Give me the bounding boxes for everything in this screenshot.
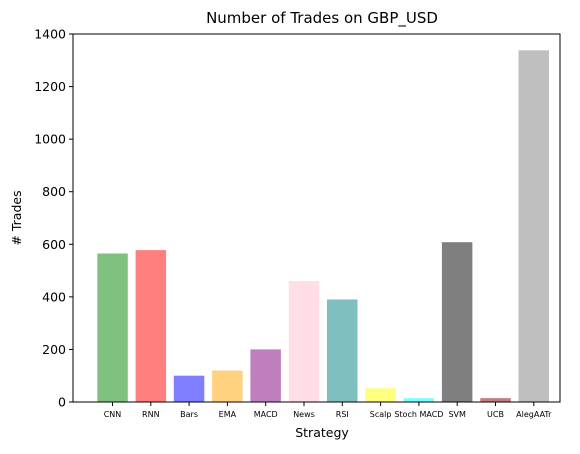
bar-macd — [250, 349, 281, 402]
x-tick-label: News — [293, 410, 315, 419]
bar-news — [288, 281, 320, 402]
bar-cnn — [97, 253, 128, 402]
y-tick-label: 1400 — [34, 27, 66, 42]
x-tick-label: Scalp — [370, 410, 392, 419]
x-tick-label: SVM — [448, 410, 466, 419]
y-axis-label: # Trades — [9, 190, 24, 245]
y-tick-label: 0 — [58, 395, 66, 410]
bar-stoch-macd — [403, 398, 435, 402]
x-tick-label: AlegAATr — [516, 410, 552, 419]
bar-ucb — [480, 398, 511, 402]
bars-group — [97, 50, 549, 403]
bar-svm — [441, 242, 473, 402]
bar-bars — [173, 375, 205, 402]
y-tick-label: 800 — [42, 184, 66, 199]
bar-rnn — [135, 250, 167, 402]
x-tick-label: RNN — [142, 410, 160, 419]
chart-title: Number of Trades on GBP_USD — [206, 9, 438, 28]
x-tick-label: RSI — [336, 410, 349, 419]
x-tick-label: MACD — [254, 410, 278, 419]
bar-rsi — [327, 299, 358, 402]
x-axis-ticks: CNN RNN Bars EMA MACD News RSI Scalp Stoch MACD S… — [104, 402, 552, 419]
y-tick-label: 600 — [42, 237, 66, 252]
x-tick-label: CNN — [104, 410, 122, 419]
x-tick-label: EMA — [219, 410, 237, 419]
y-tick-label: 1200 — [34, 79, 66, 94]
x-axis-label: Strategy — [295, 425, 349, 440]
x-tick-label: Bars — [180, 410, 198, 419]
plot-frame — [72, 33, 561, 403]
bar-ema — [212, 370, 243, 402]
x-tick-label: UCB — [487, 410, 504, 419]
x-tick-label: Stoch MACD — [394, 410, 443, 419]
y-tick-label: 400 — [42, 289, 66, 304]
bar-alegaatr — [518, 50, 549, 403]
y-tick-label: 200 — [42, 342, 66, 357]
bar-scalp — [365, 388, 396, 402]
y-axis-ticks: 0 200 400 600 800 1000 1200 1400 — [34, 27, 73, 410]
y-tick-label: 1000 — [34, 132, 66, 147]
